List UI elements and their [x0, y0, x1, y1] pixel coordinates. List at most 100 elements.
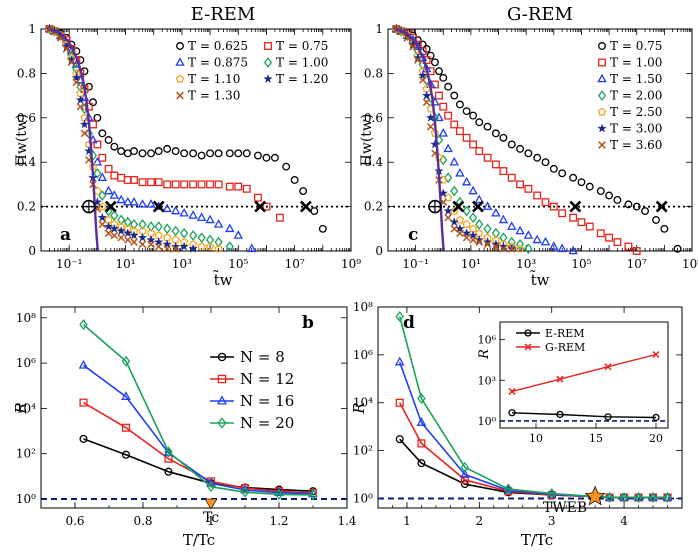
a-point	[197, 151, 206, 160]
d-point	[619, 491, 629, 503]
c-legend-label: T = 2.50	[610, 105, 662, 119]
a-series-5	[44, 23, 198, 253]
c-point	[462, 233, 471, 242]
b-legend-marker	[217, 374, 227, 384]
c-point	[443, 143, 453, 153]
a-point	[225, 149, 234, 158]
a-xtick-label: 10¹	[115, 257, 135, 271]
b-legend-marker	[217, 352, 227, 362]
d-point	[417, 393, 426, 405]
b-legend-label: N = 8	[240, 348, 285, 366]
c-legend-label: T = 1.00	[610, 56, 662, 70]
a-point	[163, 144, 172, 153]
c-point	[455, 215, 465, 224]
b-point	[308, 489, 318, 501]
d-point	[547, 488, 556, 500]
c-point	[491, 129, 500, 138]
c-point	[468, 230, 478, 240]
c-point	[469, 111, 478, 120]
b-point	[121, 423, 131, 432]
panel-b-tc-label: Tc	[203, 510, 219, 526]
c-point	[431, 58, 439, 67]
a-point	[93, 167, 102, 179]
a-point	[171, 180, 180, 189]
c-point	[507, 173, 516, 182]
a-ytick-label: 0.4	[17, 155, 36, 169]
c-point	[568, 245, 578, 255]
c-point	[533, 191, 542, 200]
c-point	[549, 164, 558, 173]
panel-a-xlabel: t̃w	[213, 270, 233, 289]
c-point	[462, 205, 471, 217]
b-point	[79, 434, 88, 443]
a-point	[171, 244, 180, 253]
a-point	[189, 230, 198, 241]
a-point	[89, 120, 97, 129]
a-point	[205, 214, 215, 224]
c-point	[482, 201, 493, 210]
a-point	[234, 149, 243, 158]
b-point	[274, 488, 284, 500]
d-xtick-label: 2	[476, 514, 484, 528]
a-point	[180, 227, 189, 239]
inset-legend-label: G-REM	[545, 341, 585, 354]
d-tweb-marker	[584, 485, 606, 506]
a-xtick-label: 10⁷	[285, 257, 305, 271]
a-point	[188, 243, 198, 253]
a-point	[242, 149, 251, 158]
c-point	[632, 202, 641, 211]
a-point	[163, 223, 172, 235]
d-point	[417, 439, 426, 448]
c-point	[569, 173, 578, 182]
c-point	[426, 51, 435, 60]
c-legend-label: T = 0.75	[610, 39, 662, 53]
c-point	[516, 144, 525, 153]
inset-legend-marker	[524, 343, 532, 351]
c-cross-marker	[655, 200, 668, 213]
a-point	[76, 102, 85, 111]
a-point	[162, 203, 172, 213]
a-point	[98, 220, 107, 229]
inset-xtick-label: 15	[589, 432, 603, 445]
c-point	[450, 224, 459, 233]
c-axes-frame	[387, 28, 693, 252]
c-point	[624, 242, 633, 251]
c-point	[569, 213, 578, 222]
a-legend-marker	[263, 73, 273, 84]
c-legend-label: T = 1.50	[610, 72, 662, 86]
c-point	[435, 91, 443, 100]
a-point	[146, 199, 156, 208]
inset-legend-label: E-REM	[545, 327, 585, 340]
d-ytick-label: 10⁴	[353, 396, 373, 410]
c-point	[499, 133, 508, 142]
a-axes-frame	[40, 28, 352, 252]
a-point	[205, 234, 215, 246]
a-point	[117, 147, 126, 156]
a-point	[262, 153, 271, 162]
a-point	[282, 162, 291, 171]
c-point	[439, 73, 448, 82]
c-cross-marker	[472, 200, 484, 213]
b-series-line	[82, 323, 314, 496]
c-point	[532, 234, 542, 244]
d-point	[663, 491, 672, 503]
a-point	[97, 172, 108, 182]
a-legend: T = 0.625 T = 0.75 T = 0.875 T = 1.00 T = 1.…	[175, 39, 328, 103]
a-point	[116, 194, 126, 204]
a-point	[154, 242, 163, 251]
a-point	[225, 241, 234, 252]
c-cross-marker	[452, 200, 465, 213]
a-point	[163, 180, 172, 189]
d-axes-frame	[377, 306, 683, 509]
c-point	[549, 241, 559, 250]
c-point	[421, 90, 432, 100]
b-point	[78, 359, 89, 369]
b-legend: N = 8 N = 12 N = 16 N = 20	[210, 348, 294, 432]
a-point	[254, 151, 262, 160]
inset-point	[652, 350, 660, 359]
a-point	[138, 240, 147, 249]
c-point	[475, 118, 484, 127]
c-point	[632, 247, 641, 255]
a-point	[97, 212, 108, 222]
c-point	[499, 167, 508, 176]
